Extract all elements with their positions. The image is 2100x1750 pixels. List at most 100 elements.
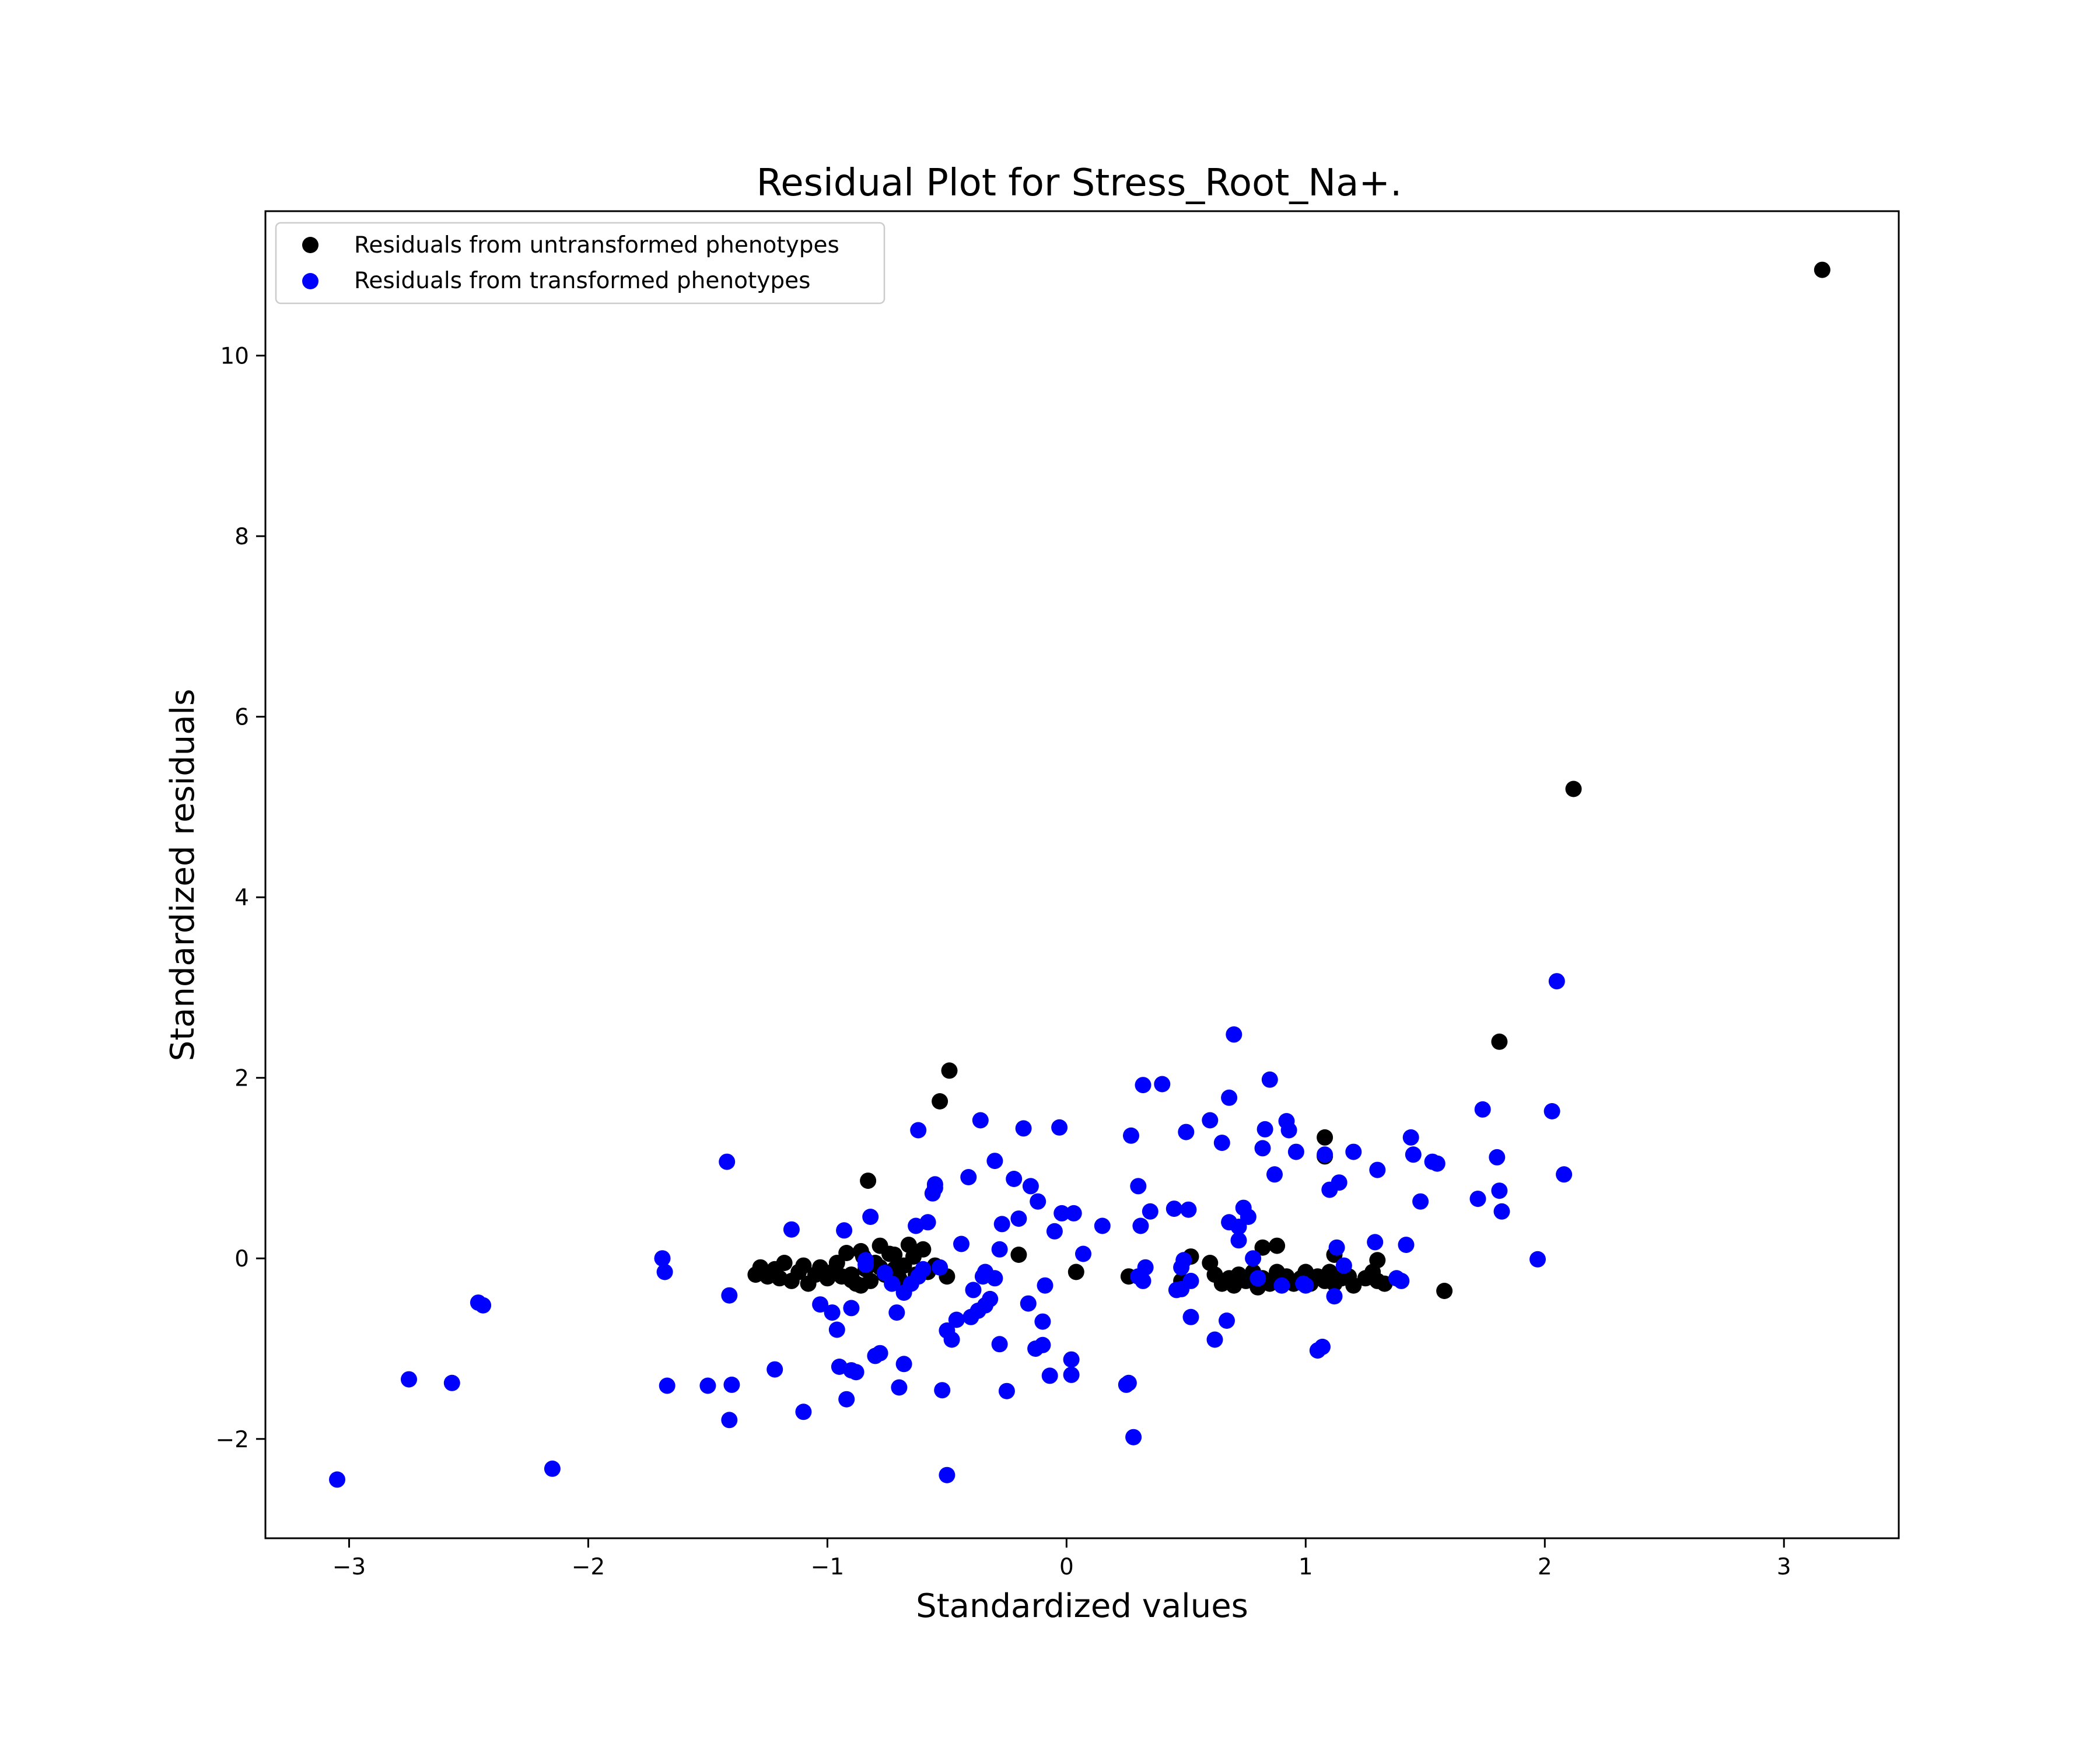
data-point-transformed (838, 1391, 855, 1408)
data-point-transformed (1393, 1272, 1410, 1289)
data-point-transformed (1175, 1252, 1192, 1269)
data-point-transformed (1367, 1234, 1384, 1251)
data-point-transformed (443, 1374, 460, 1391)
y-tick-label: −2 (216, 1427, 250, 1453)
data-point-transformed (1245, 1250, 1262, 1267)
plot-frame (264, 210, 1900, 1539)
data-point-transformed (795, 1404, 812, 1420)
data-point-transformed (1328, 1239, 1345, 1256)
data-point-untransformed (795, 1257, 812, 1274)
data-point-transformed (1226, 1026, 1242, 1043)
data-point-untransformed (941, 1062, 958, 1079)
data-point-transformed (982, 1290, 999, 1307)
data-point-transformed (1230, 1219, 1247, 1236)
data-point-transformed (1254, 1140, 1271, 1157)
data-point-untransformed (838, 1245, 855, 1261)
data-point-transformed (1219, 1312, 1235, 1329)
legend-label-transformed: Residuals from transformed phenotypes (354, 268, 810, 294)
data-point-transformed (1469, 1191, 1486, 1208)
data-point-untransformed (1317, 1129, 1334, 1146)
data-point-transformed (783, 1221, 800, 1238)
data-point-transformed (329, 1471, 345, 1488)
data-point-transformed (1256, 1121, 1273, 1138)
data-point-transformed (919, 1214, 936, 1231)
data-point-transformed (699, 1377, 716, 1394)
data-point-transformed (998, 1382, 1015, 1399)
data-point-transformed (721, 1412, 738, 1429)
data-point-transformed (659, 1377, 676, 1394)
data-point-transformed (1051, 1119, 1068, 1136)
data-point-transformed (1132, 1217, 1149, 1234)
data-point-transformed (1010, 1210, 1027, 1227)
data-point-transformed (1369, 1161, 1386, 1178)
data-point-transformed (1491, 1182, 1508, 1199)
data-point-transformed (1041, 1367, 1058, 1384)
data-point-transformed (1412, 1193, 1429, 1210)
data-point-transformed (1250, 1270, 1266, 1287)
data-point-transformed (991, 1336, 1008, 1353)
data-point-transformed (1402, 1129, 1419, 1146)
x-tick-label: −2 (572, 1554, 606, 1580)
data-point-transformed (972, 1112, 989, 1129)
data-point-transformed (862, 1209, 879, 1225)
x-tick-label: −3 (332, 1554, 366, 1580)
data-point-untransformed (1491, 1033, 1508, 1050)
data-point-transformed (1180, 1201, 1197, 1218)
data-point-transformed (1287, 1143, 1304, 1160)
data-point-transformed (926, 1176, 943, 1193)
data-point-transformed (1094, 1217, 1111, 1234)
data-point-transformed (934, 1382, 951, 1399)
data-point-transformed (1314, 1338, 1331, 1355)
data-point-transformed (1182, 1272, 1199, 1289)
data-point-transformed (1034, 1313, 1051, 1330)
data-point-transformed (1398, 1237, 1415, 1253)
legend-marker-transformed (302, 273, 318, 289)
data-point-transformed (1154, 1076, 1171, 1093)
data-point-untransformed (915, 1241, 932, 1258)
data-point-untransformed (1254, 1239, 1271, 1256)
data-point-transformed (1331, 1174, 1348, 1191)
data-point-transformed (888, 1304, 905, 1321)
x-axis-ticks: −3 −2 −1 0 1 2 3 (332, 1538, 1791, 1580)
data-point-transformed (836, 1222, 853, 1239)
data-point-untransformed (1436, 1283, 1453, 1299)
data-point-transformed (884, 1275, 901, 1292)
data-point-transformed (1489, 1149, 1506, 1166)
data-point-transformed (654, 1250, 671, 1267)
data-point-transformed (1178, 1124, 1195, 1140)
data-point-transformed (1123, 1127, 1139, 1144)
data-point-transformed (1063, 1366, 1080, 1383)
x-tick-label: 3 (1777, 1554, 1791, 1580)
data-point-transformed (1326, 1288, 1343, 1305)
data-point-transformed (986, 1270, 1003, 1287)
chart-title: Residual Plot for Stress_Root_Na+. (757, 162, 1402, 205)
data-point-transformed (723, 1376, 740, 1393)
data-point-untransformed (886, 1247, 903, 1263)
data-point-transformed (895, 1284, 912, 1301)
y-tick-label: 8 (235, 524, 249, 550)
data-point-transformed (1280, 1122, 1297, 1139)
legend: Residuals from untransformed phenotypes … (275, 222, 886, 304)
data-point-transformed (1266, 1166, 1283, 1183)
data-point-transformed (1030, 1193, 1046, 1210)
data-point-transformed (953, 1236, 970, 1252)
data-point-untransformed (1814, 261, 1831, 278)
data-point-untransformed (1345, 1277, 1362, 1294)
data-point-transformed (932, 1259, 949, 1276)
x-axis-label: Standardized values (916, 1587, 1248, 1625)
data-point-transformed (1474, 1101, 1491, 1118)
data-point-transformed (843, 1300, 860, 1317)
data-point-transformed (1221, 1089, 1238, 1106)
y-axis-label: Standardized residuals (164, 689, 202, 1062)
data-point-untransformed (932, 1093, 949, 1110)
x-tick-label: −1 (811, 1554, 845, 1580)
data-point-transformed (1297, 1277, 1314, 1294)
data-point-transformed (1548, 973, 1565, 990)
data-point-transformed (1335, 1257, 1352, 1274)
data-point-transformed (1166, 1200, 1182, 1217)
data-point-transformed (1556, 1166, 1573, 1183)
data-point-transformed (1213, 1135, 1230, 1152)
data-point-untransformed (1068, 1264, 1084, 1280)
data-point-transformed (812, 1296, 829, 1313)
